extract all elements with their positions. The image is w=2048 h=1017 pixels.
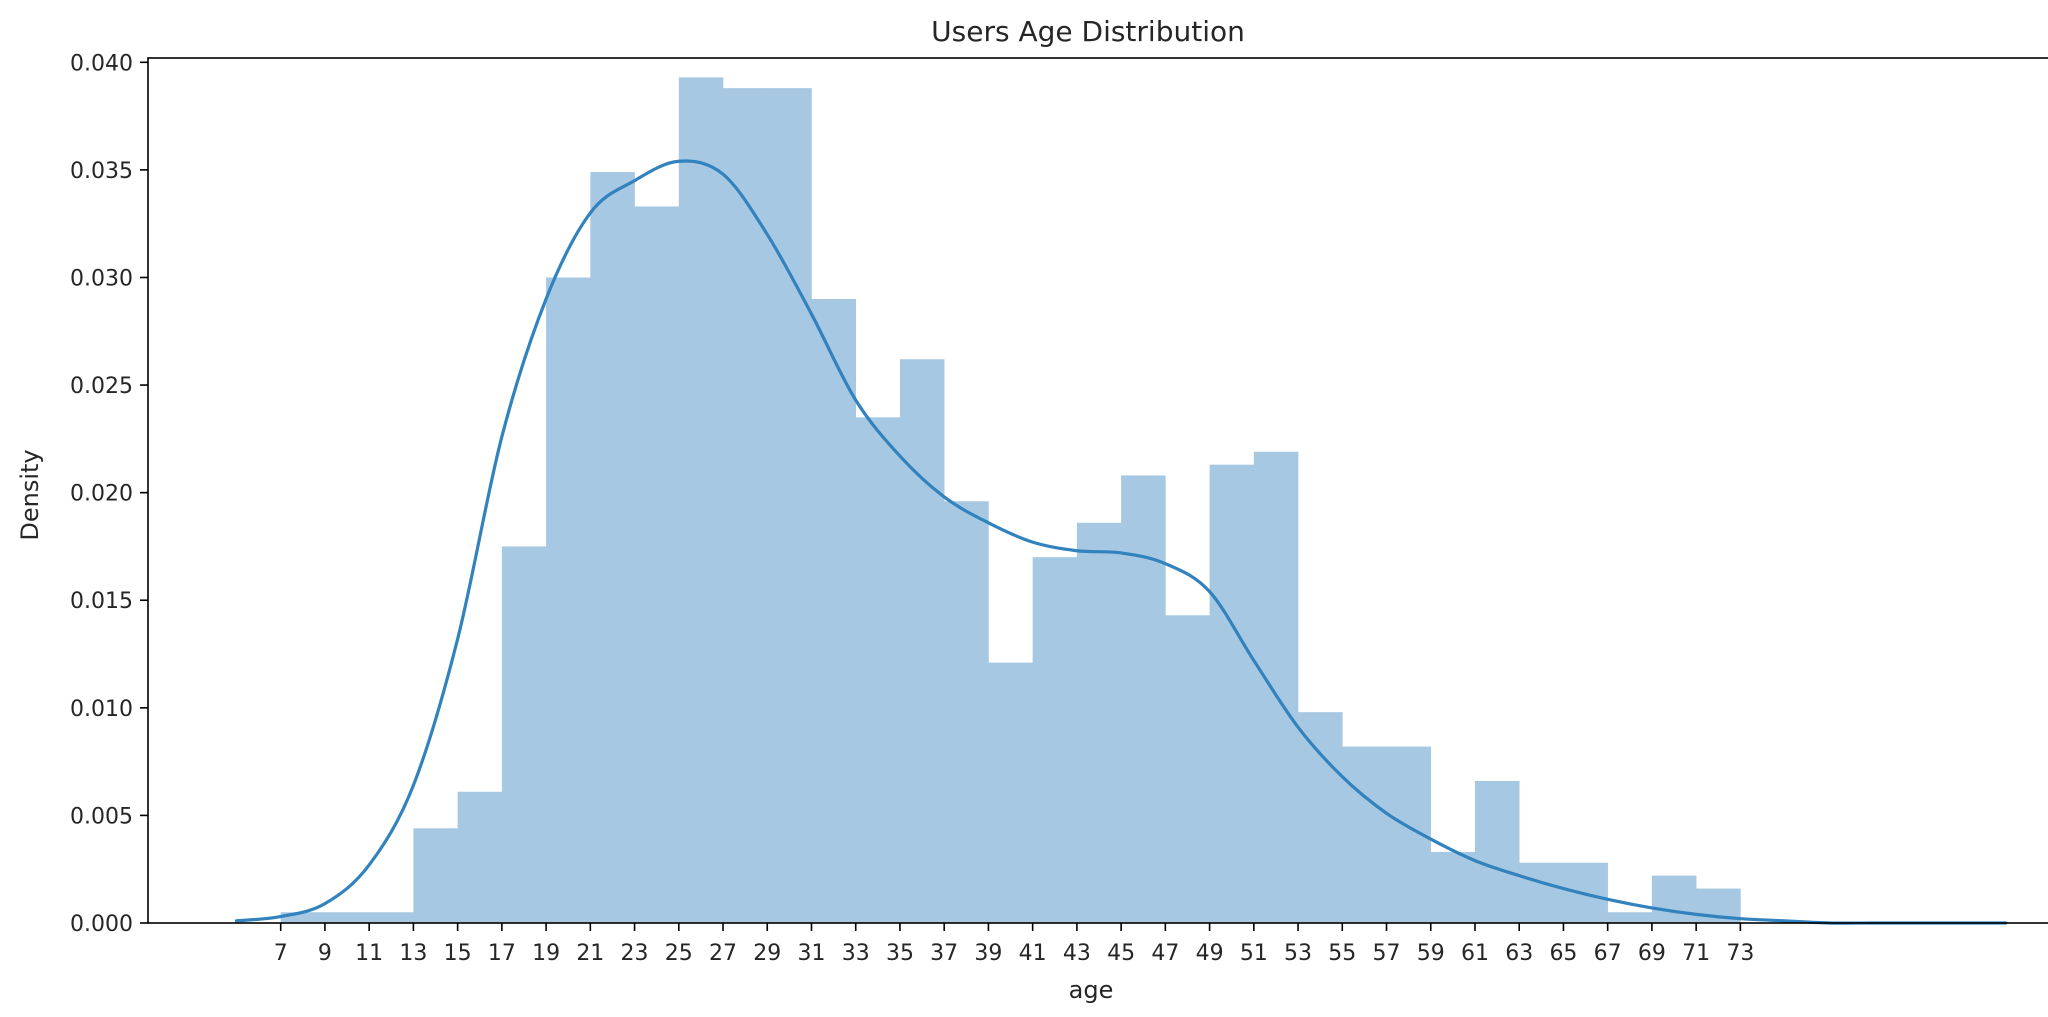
histogram-bar <box>546 277 591 924</box>
x-tick-label: 13 <box>399 941 427 966</box>
histogram-bar <box>944 501 989 923</box>
histogram-bar <box>1342 746 1387 923</box>
y-tick-label: 0.010 <box>70 697 133 722</box>
x-tick-label: 19 <box>532 941 560 966</box>
histogram-bar <box>1076 522 1122 923</box>
x-tick-label: 23 <box>621 941 649 966</box>
x-tick-label: 63 <box>1505 941 1533 966</box>
histogram-bar <box>1032 557 1078 923</box>
x-tick-label: 9 <box>318 941 332 966</box>
histogram-bar <box>1121 475 1166 923</box>
x-tick-label: 49 <box>1196 941 1224 966</box>
histogram-bar <box>988 662 1033 923</box>
histogram-bar <box>1209 464 1255 923</box>
x-tick-label: 15 <box>444 941 472 966</box>
histogram-bar <box>1298 712 1343 923</box>
plot-frame <box>147 57 2048 924</box>
histogram-bar <box>899 359 945 923</box>
x-tick-label: 29 <box>753 941 781 966</box>
x-axis-label: age <box>1069 976 1114 1004</box>
histogram-bar <box>1474 780 1520 923</box>
x-tick-label: 65 <box>1549 941 1577 966</box>
x-tick-label: 57 <box>1373 941 1401 966</box>
x-tick-label: 27 <box>709 941 737 966</box>
y-tick-label: 0.025 <box>70 374 133 399</box>
x-tick-label: 21 <box>576 941 604 966</box>
y-tick-label: 0.040 <box>70 51 133 76</box>
x-tick-label: 51 <box>1240 941 1268 966</box>
x-tick-label: 17 <box>488 941 516 966</box>
histogram-bar <box>501 546 547 923</box>
y-axis-ticks: 0.000 0.005 0.010 0.015 0.020 0.025 0.030 0.035… <box>70 51 148 937</box>
kde-curve <box>234 159 2008 925</box>
histogram-bar <box>634 206 680 924</box>
x-tick-label: 47 <box>1151 941 1179 966</box>
x-tick-label: 73 <box>1726 941 1754 966</box>
histogram-bar <box>855 417 901 923</box>
y-tick-label: 0.015 <box>70 589 133 614</box>
histogram-bars <box>280 77 1741 924</box>
y-tick-label: 0.020 <box>70 482 133 507</box>
histogram-bar <box>1651 875 1697 923</box>
histogram-bar <box>590 172 635 924</box>
x-tick-label: 41 <box>1019 941 1047 966</box>
x-tick-label: 67 <box>1594 941 1622 966</box>
x-tick-label: 11 <box>355 941 383 966</box>
histogram-bar <box>1165 615 1210 923</box>
chart-title: Users Age Distribution <box>931 15 1245 48</box>
x-axis-ticks: 7 9 11 13 15 17 19 21 23 25 27 29 31 33 35 37 39 41 43 45 47… <box>274 923 1754 966</box>
y-tick-label: 0.035 <box>70 159 133 184</box>
x-tick-label: 35 <box>886 941 914 966</box>
x-tick-label: 31 <box>797 941 825 966</box>
y-axis-label: Density <box>16 449 44 540</box>
histogram-bar <box>280 912 326 923</box>
histogram-bar <box>723 88 768 924</box>
x-tick-label: 25 <box>665 941 693 966</box>
x-tick-label: 45 <box>1107 941 1135 966</box>
x-tick-label: 37 <box>930 941 958 966</box>
histogram-bar <box>369 912 414 923</box>
y-tick-label: 0.000 <box>70 912 133 937</box>
x-tick-label: 59 <box>1417 941 1445 966</box>
x-tick-label: 69 <box>1638 941 1666 966</box>
x-tick-label: 39 <box>974 941 1002 966</box>
histogram-bar <box>324 912 370 923</box>
x-tick-label: 53 <box>1284 941 1312 966</box>
x-tick-label: 43 <box>1063 941 1091 966</box>
x-tick-label: 71 <box>1682 941 1710 966</box>
y-tick-label: 0.030 <box>70 266 133 291</box>
histogram-bar <box>1607 912 1653 923</box>
x-tick-label: 55 <box>1328 941 1356 966</box>
x-tick-label: 61 <box>1461 941 1489 966</box>
histogram-bar <box>457 791 503 923</box>
histogram-bar <box>678 77 724 924</box>
y-tick-label: 0.005 <box>70 804 133 829</box>
x-tick-label: 33 <box>842 941 870 966</box>
histogram-bar <box>767 88 812 924</box>
x-tick-label: 7 <box>274 941 288 966</box>
histogram-bar <box>1519 862 1564 923</box>
histogram-bar <box>1430 851 1476 923</box>
histogram-bar <box>1253 451 1299 923</box>
kde-line <box>234 159 2008 925</box>
histogram-bar <box>413 828 458 923</box>
histogram-bar <box>811 299 857 923</box>
